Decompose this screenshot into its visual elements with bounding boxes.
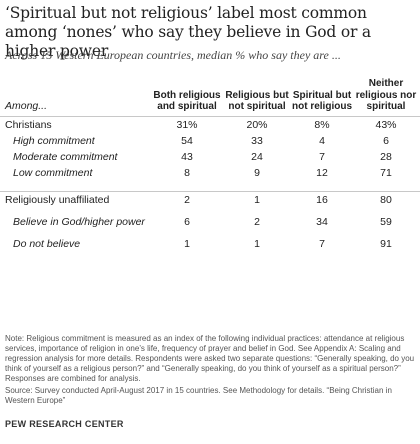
cell-value: 1 [222, 190, 292, 208]
cell-value: 16 [292, 190, 352, 208]
table-row: Religiously unaffiliated 2 1 16 80 [0, 190, 420, 208]
cell-value: 4 [319, 134, 325, 147]
cell-value: 34 [316, 215, 328, 228]
table-row: Believe in God/higher power 6 2 34 59 [0, 208, 420, 236]
cell-value: 2 [152, 190, 222, 208]
source-note: Source: Survey conducted April-August 20… [5, 386, 392, 405]
cell-value: 7 [319, 237, 325, 250]
table-row: Low commitment 8 9 12 71 [0, 165, 420, 181]
row-label: High commitment [13, 134, 95, 147]
footnote: Note: Religious commitment is measured a… [5, 334, 415, 383]
cell-value: 43 [181, 150, 193, 163]
cell-value: 28 [380, 150, 392, 163]
column-header: Spiritual but not religious [292, 89, 352, 113]
cell-value: 7 [319, 150, 325, 163]
row-label: Religiously unaffiliated [0, 190, 152, 208]
publisher-logo: PEW RESEARCH CENTER [5, 419, 124, 429]
column-header: Religious but not spiritual [225, 89, 289, 113]
data-table: Among... Both religious and spiritual Re… [0, 78, 420, 252]
cell-value: 6 [383, 134, 389, 147]
cell-value: 54 [181, 134, 193, 147]
cell-value: 1 [184, 237, 190, 250]
cell-value: 12 [316, 166, 328, 179]
row-label: Do not believe [13, 237, 81, 250]
row-header: Among... [5, 100, 48, 112]
cell-value: 33 [251, 134, 263, 147]
chart-title: ‘Spiritual but not religious’ label most… [5, 4, 371, 60]
row-label: Christians [0, 115, 152, 133]
cell-value: 31% [152, 115, 222, 133]
cell-value: 8 [184, 166, 190, 179]
cell-value: 8% [292, 115, 352, 133]
cell-value: 91 [380, 237, 392, 250]
cell-value: 43% [352, 115, 420, 133]
table-row: High commitment 54 33 4 6 [0, 133, 420, 149]
column-header: Both religious and spiritual [153, 89, 221, 113]
cell-value: 71 [380, 166, 392, 179]
spacer-row [0, 181, 420, 192]
chart-subtitle: Across 15 Western European countries, me… [5, 48, 341, 62]
cell-value: 9 [254, 166, 260, 179]
table-row: Christians 31% 20% 8% 43% [0, 115, 420, 133]
row-label: Believe in God/higher power [13, 215, 145, 228]
cell-value: 1 [254, 237, 260, 250]
header-row: Among... Both religious and spiritual Re… [0, 78, 420, 116]
cell-value: 2 [254, 215, 260, 228]
column-header: Neither religious nor spiritual [355, 78, 417, 112]
row-label: Moderate commitment [13, 150, 118, 163]
table-row: Do not believe 1 1 7 91 [0, 236, 420, 252]
cell-value: 80 [352, 190, 420, 208]
cell-value: 20% [222, 115, 292, 133]
cell-value: 6 [184, 215, 190, 228]
row-label: Low commitment [13, 166, 93, 179]
cell-value: 59 [380, 215, 392, 228]
cell-value: 24 [251, 150, 263, 163]
table-row: Moderate commitment 43 24 7 28 [0, 149, 420, 165]
